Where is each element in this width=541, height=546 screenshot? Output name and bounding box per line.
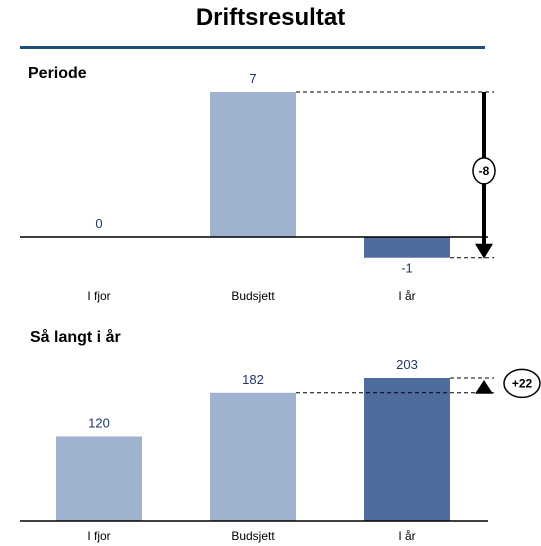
variance-arrow-up-1 (475, 380, 493, 394)
data-label-1-1: 182 (242, 372, 264, 387)
bar-0-1 (210, 92, 296, 237)
category-label-0-1: Budsjett (231, 289, 275, 303)
title-rule (20, 46, 485, 49)
category-label-1-2: I år (398, 529, 415, 543)
data-label-0-0: 0 (95, 216, 102, 231)
category-label-0-2: I år (398, 289, 415, 303)
variance-label-0: -8 (479, 164, 490, 178)
data-label-0-2: -1 (401, 261, 413, 276)
variance-label-1: +22 (512, 376, 533, 390)
chart-title-periode: Periode (28, 65, 87, 82)
variance-arrow-down-0 (475, 243, 493, 259)
category-label-1-1: Budsjett (231, 529, 275, 543)
category-label-0-0: I fjor (87, 289, 110, 303)
bar-1-2 (364, 378, 450, 521)
chart-title-sa-langt: Så langt i år (30, 328, 121, 346)
category-label-1-0: I fjor (87, 529, 110, 543)
data-label-1-2: 203 (396, 357, 418, 372)
data-label-0-1: 7 (249, 71, 256, 86)
chart-sa-langt-i-ar: Så langt i år 120 I fjor 182 Budsjett 203 I å… (20, 328, 541, 543)
variance-badge-1 (503, 368, 541, 399)
page-title: Driftsresultat (195, 4, 346, 31)
bar-1-0 (56, 436, 142, 521)
chart-periode: Periode 0 I fjor 7 Budsjett -1 I år -8 (20, 65, 496, 303)
bar-0-2 (364, 237, 450, 258)
data-label-1-0: 120 (88, 415, 110, 430)
bar-1-1 (210, 392, 296, 521)
variance-badge-0 (472, 157, 496, 185)
